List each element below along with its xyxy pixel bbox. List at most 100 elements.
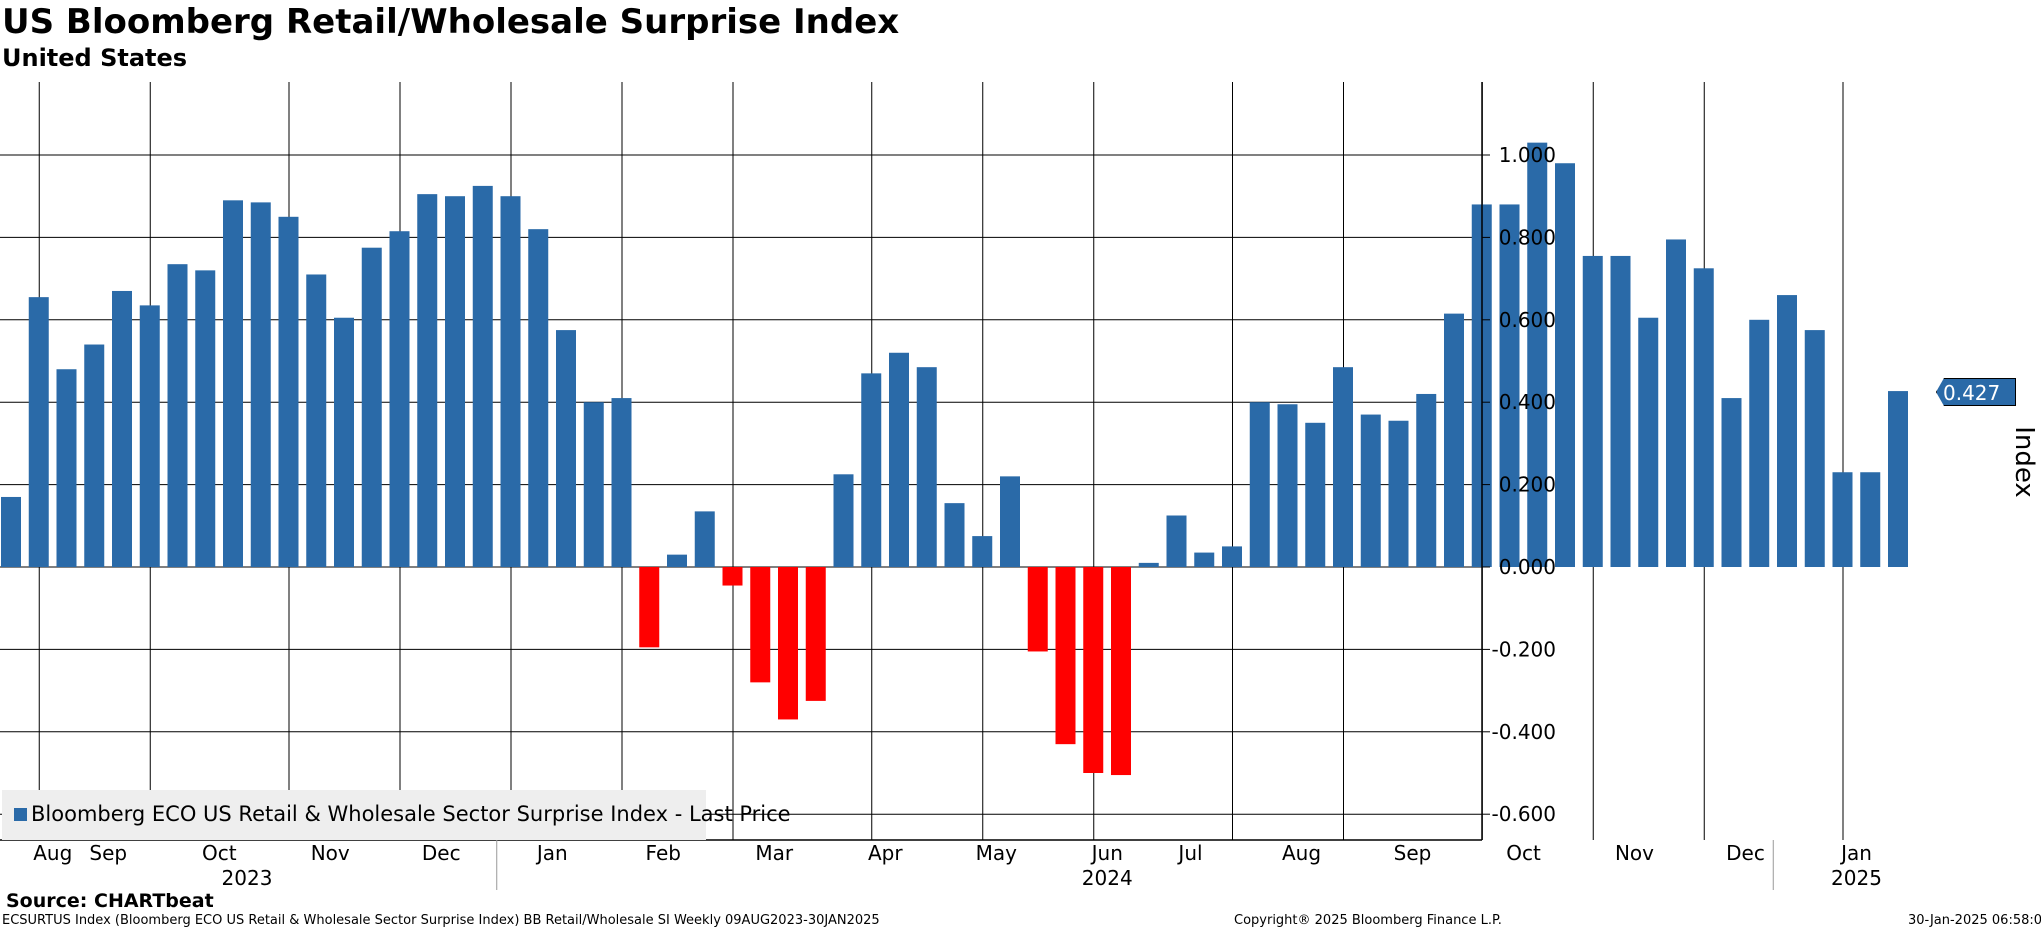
bar — [1138, 562, 1159, 567]
legend-swatch — [14, 808, 27, 821]
y-tick-label: -0.400 — [1492, 720, 1556, 744]
bar — [1166, 515, 1187, 567]
bar — [1777, 295, 1797, 567]
x-month-label: Dec — [1726, 841, 1765, 865]
x-year-label: 2023 — [222, 866, 273, 890]
bar — [1527, 142, 1548, 567]
x-tick-labels: Aug Sep Oct Nov Dec Jan Feb Mar Apr May Jun Jul Aug S… — [33, 841, 1882, 890]
bar — [334, 317, 354, 567]
legend-label: Bloomberg ECO US Retail & Wholesale Sect… — [31, 802, 791, 826]
x-month-label: Nov — [311, 841, 350, 865]
bar — [1222, 546, 1242, 567]
bar — [278, 216, 299, 568]
x-year-label: 2024 — [1082, 866, 1133, 890]
bar — [472, 185, 493, 567]
bar — [1333, 367, 1353, 567]
bar — [916, 367, 937, 567]
bar — [694, 511, 715, 567]
bar — [56, 369, 77, 567]
y-tick-label: 0.600 — [1499, 308, 1556, 332]
bar — [1610, 255, 1631, 567]
bar — [1444, 313, 1464, 567]
x-year-label: 2025 — [1831, 866, 1882, 890]
x-month-label: Sep — [1394, 841, 1432, 865]
bar — [28, 297, 49, 567]
bar — [639, 567, 660, 648]
footer-timestamp: 30-Jan-2025 06:58:07 — [1908, 913, 2041, 928]
bar — [1888, 391, 1908, 567]
bar — [306, 274, 327, 567]
bar — [1860, 472, 1881, 567]
y-tick-label: 0.200 — [1499, 473, 1556, 497]
bar — [223, 200, 243, 567]
x-month-label: Feb — [646, 841, 681, 865]
bar — [1055, 567, 1076, 745]
bar — [389, 231, 410, 567]
bar — [1582, 255, 1603, 567]
x-month-label: Jan — [1839, 841, 1872, 865]
bar — [667, 554, 687, 567]
chart-subtitle: United States — [2, 44, 188, 72]
bar — [1, 496, 21, 567]
bar-series — [1, 142, 1908, 776]
bar — [139, 305, 160, 567]
bar — [1194, 552, 1215, 567]
x-month-label: May — [976, 841, 1018, 865]
bar — [361, 247, 382, 567]
axes — [0, 82, 1774, 890]
bar — [1499, 204, 1520, 567]
bar — [972, 536, 993, 567]
bar — [528, 229, 549, 567]
y-tick-labels: 1.000 0.800 0.600 0.400 0.200 0.000 -0.200 -0.4… — [1492, 143, 1556, 826]
bar — [195, 270, 216, 567]
bar — [889, 352, 909, 567]
bar — [805, 567, 826, 701]
bar — [1638, 317, 1659, 567]
bar — [778, 567, 798, 720]
x-month-label: Aug — [33, 841, 72, 865]
source-note: Source: CHARTbeat — [6, 890, 214, 912]
x-month-label: Jul — [1176, 841, 1202, 865]
x-month-label: Aug — [1282, 841, 1321, 865]
x-month-label: Mar — [755, 841, 794, 865]
bar — [1360, 414, 1381, 567]
bar — [1832, 472, 1853, 567]
y-axis-label: Index — [2009, 426, 2039, 498]
bar — [1111, 567, 1131, 776]
bar — [556, 330, 576, 567]
bar — [500, 196, 521, 567]
bar — [1027, 567, 1048, 652]
bar — [1804, 330, 1825, 567]
bar — [1277, 404, 1298, 567]
bar — [250, 202, 271, 567]
x-month-label: Oct — [202, 841, 237, 865]
bar — [1083, 567, 1104, 773]
x-month-label: Jan — [535, 841, 568, 865]
bar — [1305, 422, 1326, 567]
bar — [1000, 476, 1020, 567]
bar — [1666, 239, 1686, 567]
y-tick-label: -0.600 — [1492, 802, 1556, 826]
bar — [1416, 393, 1437, 567]
x-month-label: Nov — [1615, 841, 1654, 865]
x-month-label: Apr — [868, 841, 903, 865]
bar — [750, 567, 771, 683]
y-tick-label: 0.000 — [1499, 555, 1556, 579]
last-price-tag: 0.427 — [1936, 378, 2016, 406]
y-tick-label: -0.200 — [1492, 637, 1556, 661]
bar — [833, 474, 854, 567]
bar — [1693, 268, 1714, 567]
bar — [1721, 398, 1742, 567]
chart-title: US Bloomberg Retail/Wholesale Surprise I… — [2, 2, 900, 42]
bar — [583, 402, 604, 567]
x-month-label: Jun — [1090, 841, 1123, 865]
bar — [1388, 420, 1409, 567]
bar — [861, 373, 882, 567]
y-tick-label: 1.000 — [1499, 143, 1556, 167]
bar — [1249, 402, 1270, 567]
x-month-label: Oct — [1506, 841, 1541, 865]
bar — [112, 290, 132, 567]
legend: Bloomberg ECO US Retail & Wholesale Sect… — [2, 790, 791, 840]
x-month-label: Dec — [422, 841, 461, 865]
